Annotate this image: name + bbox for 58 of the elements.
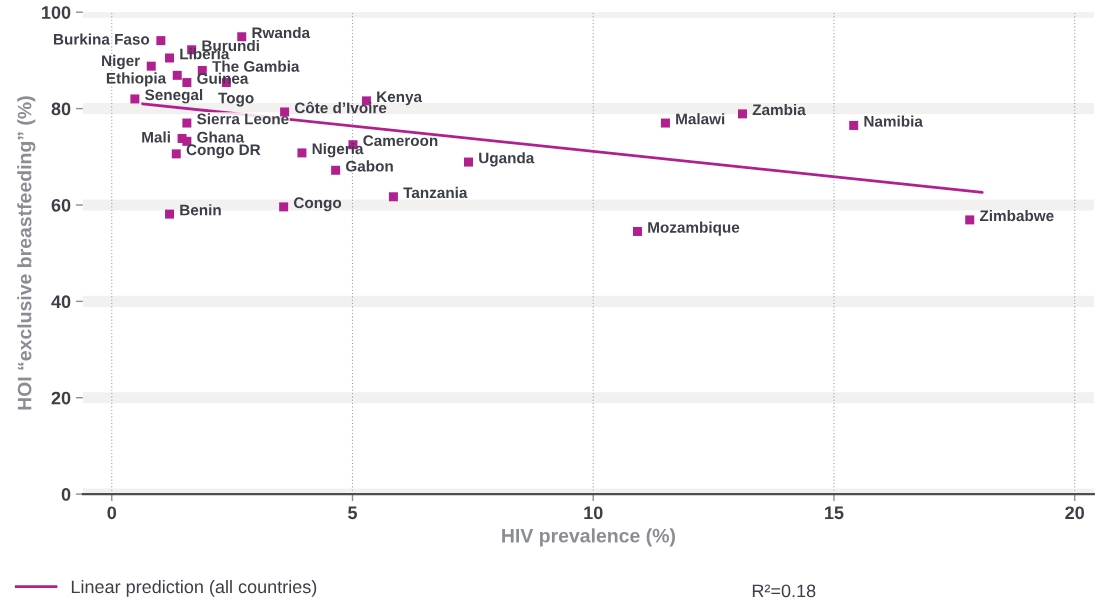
annotation: Benin bbox=[180, 204, 221, 216]
y-tick-label: 60 bbox=[51, 198, 71, 212]
y-tick-label: 20 bbox=[51, 391, 71, 405]
x-axis-title: HIV prevalence (%) bbox=[502, 528, 675, 547]
annotation: Mali bbox=[142, 131, 170, 143]
legend-label: Linear prediction (all countries) bbox=[71, 579, 317, 597]
point bbox=[279, 202, 289, 212]
annotation: Guinea bbox=[197, 72, 249, 84]
annotation: Gabon bbox=[345, 160, 393, 172]
annotation: Cameroon bbox=[363, 135, 438, 147]
point bbox=[156, 36, 166, 46]
annotation: Ethiopia bbox=[106, 72, 167, 87]
annotation: Zimbabwe bbox=[979, 210, 1054, 222]
annotation: Malawi bbox=[676, 113, 725, 125]
annotation: Rwanda bbox=[252, 26, 311, 39]
point bbox=[849, 120, 859, 130]
point bbox=[464, 157, 474, 167]
annotation: Mozambique bbox=[648, 221, 740, 236]
x-tick-label: 5 bbox=[348, 506, 358, 520]
y-tick-label: 0 bbox=[61, 488, 71, 501]
annotation: Congo bbox=[294, 197, 342, 212]
y-tick-label: 80 bbox=[51, 102, 71, 116]
annotation: Zambia bbox=[752, 103, 806, 116]
annotation: Sierra Leone bbox=[197, 113, 289, 125]
point bbox=[297, 148, 307, 158]
annotation: Congo DR bbox=[186, 144, 261, 159]
point bbox=[182, 78, 192, 88]
annotation: Uganda bbox=[479, 152, 535, 167]
text: R²=0.18 bbox=[752, 584, 816, 598]
annotation: Nigeria bbox=[312, 142, 364, 158]
y-axis-title: HOI “exclusive breastfeeding” (%) bbox=[17, 96, 36, 410]
annotation: The Gambia bbox=[212, 60, 300, 72]
annotation: Senegal bbox=[145, 89, 203, 104]
point bbox=[182, 118, 192, 128]
point bbox=[388, 192, 398, 202]
point bbox=[331, 165, 341, 175]
point bbox=[660, 118, 670, 128]
annotation: Burkina Faso bbox=[54, 33, 150, 45]
point bbox=[633, 226, 643, 236]
point bbox=[171, 149, 181, 159]
point bbox=[965, 215, 975, 225]
point bbox=[737, 109, 747, 119]
x-tick-label: 15 bbox=[825, 506, 844, 520]
x-tick-label: 10 bbox=[584, 506, 603, 520]
annotation: Ghana bbox=[197, 131, 245, 143]
x-tick-label: 20 bbox=[1065, 506, 1084, 520]
point bbox=[165, 209, 175, 219]
annotation: Niger bbox=[102, 54, 140, 70]
point bbox=[165, 53, 175, 63]
y-tick-label: 100 bbox=[42, 6, 71, 19]
annotation: Togo bbox=[218, 92, 254, 107]
annotation: Tanzania bbox=[403, 186, 468, 199]
annotation: Namibia bbox=[864, 115, 923, 127]
point bbox=[130, 94, 140, 104]
y-tick-label: 40 bbox=[51, 295, 71, 309]
point bbox=[172, 70, 182, 80]
point bbox=[146, 61, 156, 71]
x-tick-label: 0 bbox=[107, 506, 117, 520]
